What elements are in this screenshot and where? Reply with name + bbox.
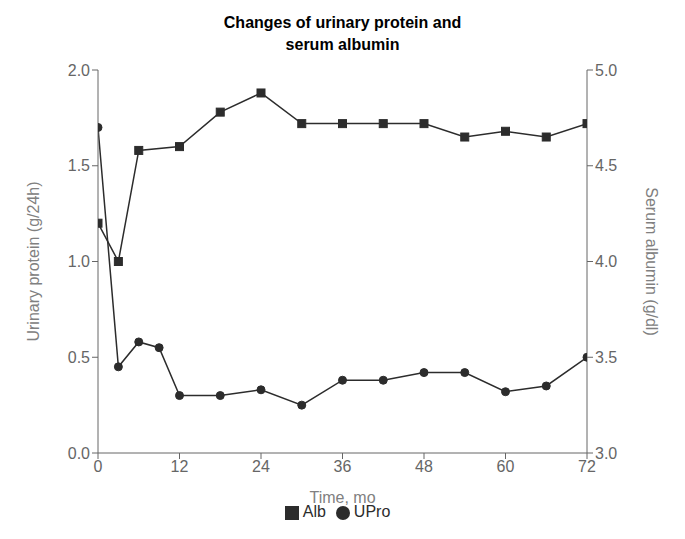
svg-text:3.0: 3.0	[595, 445, 617, 462]
svg-text:0.5: 0.5	[68, 349, 90, 366]
svg-text:2.0: 2.0	[68, 62, 90, 79]
svg-text:48: 48	[415, 458, 433, 475]
svg-text:Serum albumin (g/dl): Serum albumin (g/dl)	[643, 187, 660, 336]
svg-text:60: 60	[497, 458, 515, 475]
svg-text:24: 24	[252, 458, 270, 475]
svg-text:4.5: 4.5	[595, 157, 617, 174]
html-text:UPro: UPro	[353, 503, 391, 520]
svg-text:Urinary protein (g/24h): Urinary protein (g/24h)	[25, 181, 42, 341]
html-text:serum albumin: serum albumin	[285, 36, 400, 53]
svg-text:12: 12	[171, 458, 189, 475]
svg-text:1.5: 1.5	[68, 157, 90, 174]
html-text:Alb: Alb	[302, 503, 326, 520]
svg-text:72: 72	[578, 458, 596, 475]
svg-text:1.0: 1.0	[68, 253, 90, 270]
svg-text:0.0: 0.0	[68, 445, 90, 462]
svg-text:0: 0	[94, 458, 103, 475]
svg-text:4.0: 4.0	[595, 253, 617, 270]
svg-text:5.0: 5.0	[595, 62, 617, 79]
svg-text:36: 36	[334, 458, 352, 475]
svg-text:3.5: 3.5	[595, 349, 617, 366]
svg-text:Time, mo: Time, mo	[309, 489, 375, 506]
html-text:Changes of urinary protein and: Changes of urinary protein and	[223, 14, 462, 31]
